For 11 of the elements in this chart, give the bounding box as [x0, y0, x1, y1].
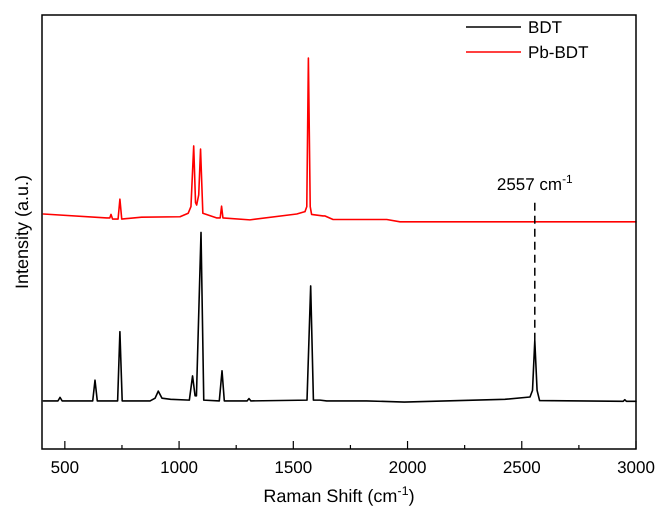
y-axis-title: Intensity (a.u.) [12, 174, 32, 290]
legend-label: Pb-BDT [528, 43, 588, 62]
x-axis-title: Raman Shift (cm$^{-1}$) [263, 484, 415, 506]
x-tick-label: 3000 [617, 458, 655, 477]
x-tick-label: 1500 [274, 458, 312, 477]
x-tick-label: 500 [50, 458, 80, 477]
x-tick-label: 1000 [160, 458, 198, 477]
legend-label: BDT [528, 18, 562, 37]
x-tick-label: 2500 [502, 458, 541, 477]
ref-line-label: 2557 cm$^{-1}$ [496, 172, 574, 194]
x-tick-label: 2000 [388, 458, 426, 477]
